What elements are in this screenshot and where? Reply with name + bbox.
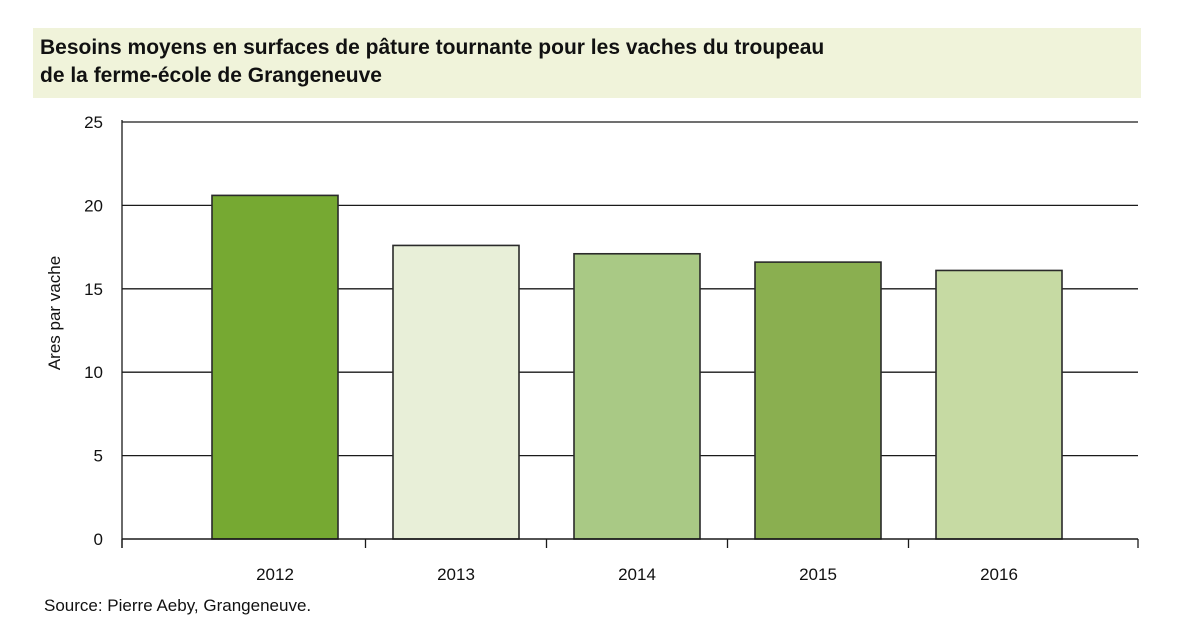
- y-tick-label: 20: [84, 196, 103, 215]
- chart-title-box: Besoins moyens en surfaces de pâture tou…: [33, 28, 1141, 98]
- y-tick-label: 10: [84, 363, 103, 382]
- y-tick-label: 15: [84, 280, 103, 299]
- bar-2015: [754, 261, 882, 540]
- labels: 0 5 10 15 20 25 2012 2013 2014 2015 2016 Ares par v…: [45, 113, 1018, 584]
- x-tick-label: 2012: [256, 565, 294, 584]
- bars: [211, 194, 1063, 540]
- x-tick-label: 2015: [799, 565, 837, 584]
- y-axis-title: Ares par vache: [45, 256, 64, 370]
- bar-2013: [392, 244, 520, 540]
- y-tick-label: 0: [94, 530, 103, 549]
- chart-title-line-1: Besoins moyens en surfaces de pâture tou…: [40, 36, 825, 59]
- bar-2012: [211, 194, 339, 540]
- chart-title-line-2: de la ferme-école de Grangeneuve: [40, 64, 382, 87]
- y-tick-label: 5: [94, 447, 103, 466]
- y-tick-label: 25: [84, 113, 103, 132]
- source-note: Source: Pierre Aeby, Grangeneuve.: [44, 596, 312, 615]
- bar-2014: [573, 252, 701, 540]
- axes: [121, 120, 1139, 548]
- bar-2016: [935, 269, 1063, 540]
- x-tick-label: 2016: [980, 565, 1018, 584]
- x-tick-label: 2013: [437, 565, 475, 584]
- x-tick-label: 2014: [618, 565, 656, 584]
